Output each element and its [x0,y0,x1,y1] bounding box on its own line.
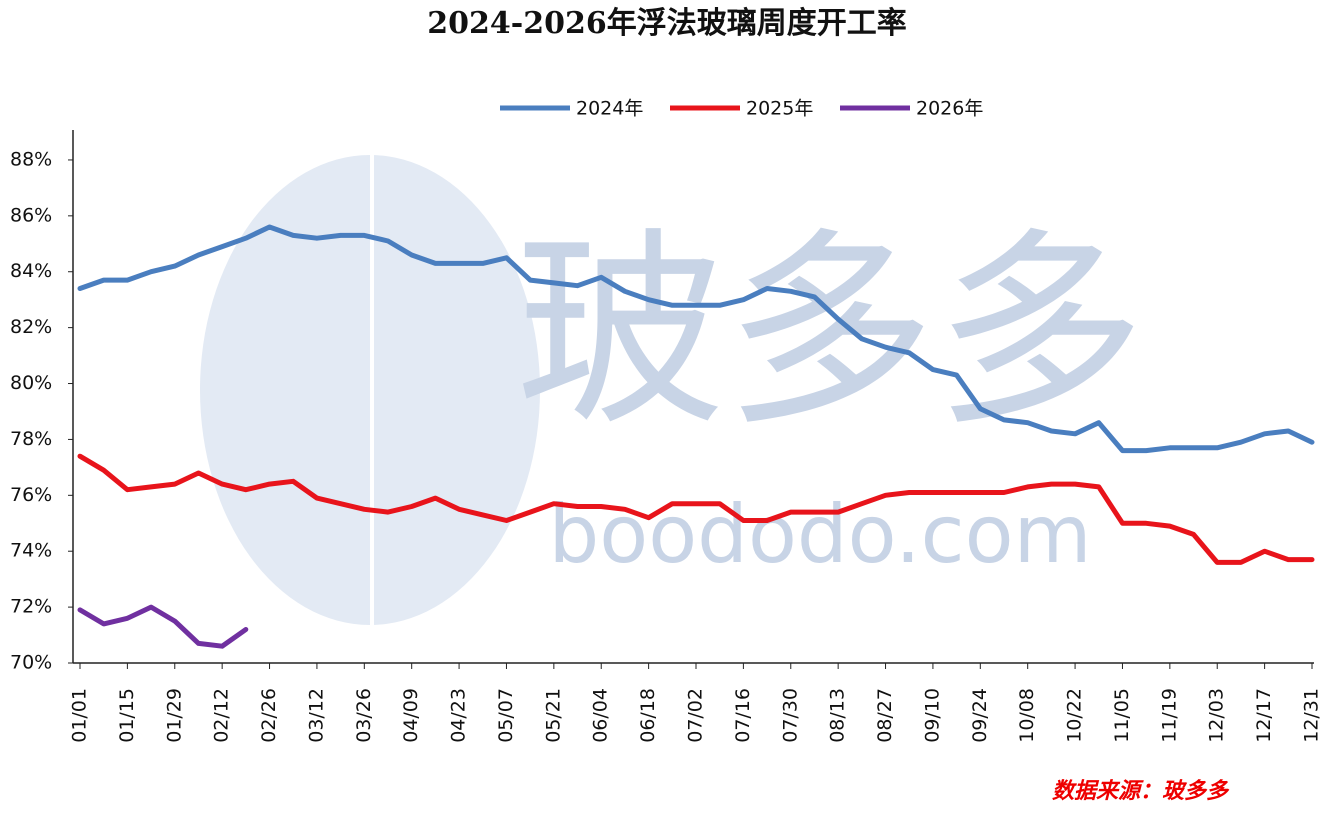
y-tick-label: 72% [10,596,52,618]
source-note: 数据来源：玻多多 [1052,778,1230,804]
y-tick-label: 82% [10,316,52,338]
x-tick-label: 08/27 [874,688,896,743]
y-tick-label: 88% [10,148,52,170]
x-tick-label: 12/03 [1206,688,1228,743]
legend-label: 2024年 [576,98,643,120]
y-tick-label: 76% [10,484,52,506]
x-tick-label: 05/21 [542,688,564,743]
y-tick-label: 84% [10,260,52,282]
y-tick-label: 80% [10,372,52,394]
x-tick-label: 02/12 [211,688,233,743]
y-tick-label: 86% [10,204,52,226]
x-tick-label: 09/10 [921,688,943,743]
x-tick-label: 04/23 [448,688,470,743]
y-tick-label: 70% [10,652,52,674]
legend-label: 2026年 [916,98,983,120]
y-tick-label: 78% [10,428,52,450]
x-tick-label: 03/12 [305,688,327,743]
x-tick-label: 06/18 [637,688,659,743]
y-tick-label: 74% [10,540,52,562]
watermark-url: boododo.com [548,488,1091,581]
x-tick-label: 04/09 [400,688,422,743]
x-tick-label: 01/15 [116,688,138,743]
x-tick-label: 07/30 [779,688,801,743]
x-tick-label: 12/31 [1301,688,1323,743]
x-tick-label: 08/13 [827,688,849,743]
series-line [77,224,1315,454]
x-tick-label: 01/29 [163,688,185,743]
series-line [77,604,249,649]
watermark-text: 玻多多 [515,210,1145,455]
x-tick-label: 02/26 [258,688,280,743]
x-tick-label: 11/05 [1111,688,1133,743]
series-line [77,453,1315,565]
x-tick-label: 12/17 [1253,688,1275,743]
x-tick-label: 06/04 [590,688,612,743]
x-tick-label: 01/01 [69,688,91,743]
x-tick-label: 03/26 [353,688,375,743]
x-tick-label: 07/02 [685,688,707,743]
x-tick-label: 09/24 [969,688,991,743]
watermark: 玻多多 boododo.com [200,155,1145,625]
x-tick-label: 10/08 [1016,688,1038,743]
legend-label: 2025年 [746,98,813,120]
x-tick-label: 11/19 [1158,688,1180,743]
x-tick-label: 07/16 [732,688,754,743]
x-tick-label: 05/07 [495,688,517,743]
x-tick-label: 10/22 [1064,688,1086,743]
chart-title: 2024-2026年浮法玻璃周度开工率 [427,6,906,41]
